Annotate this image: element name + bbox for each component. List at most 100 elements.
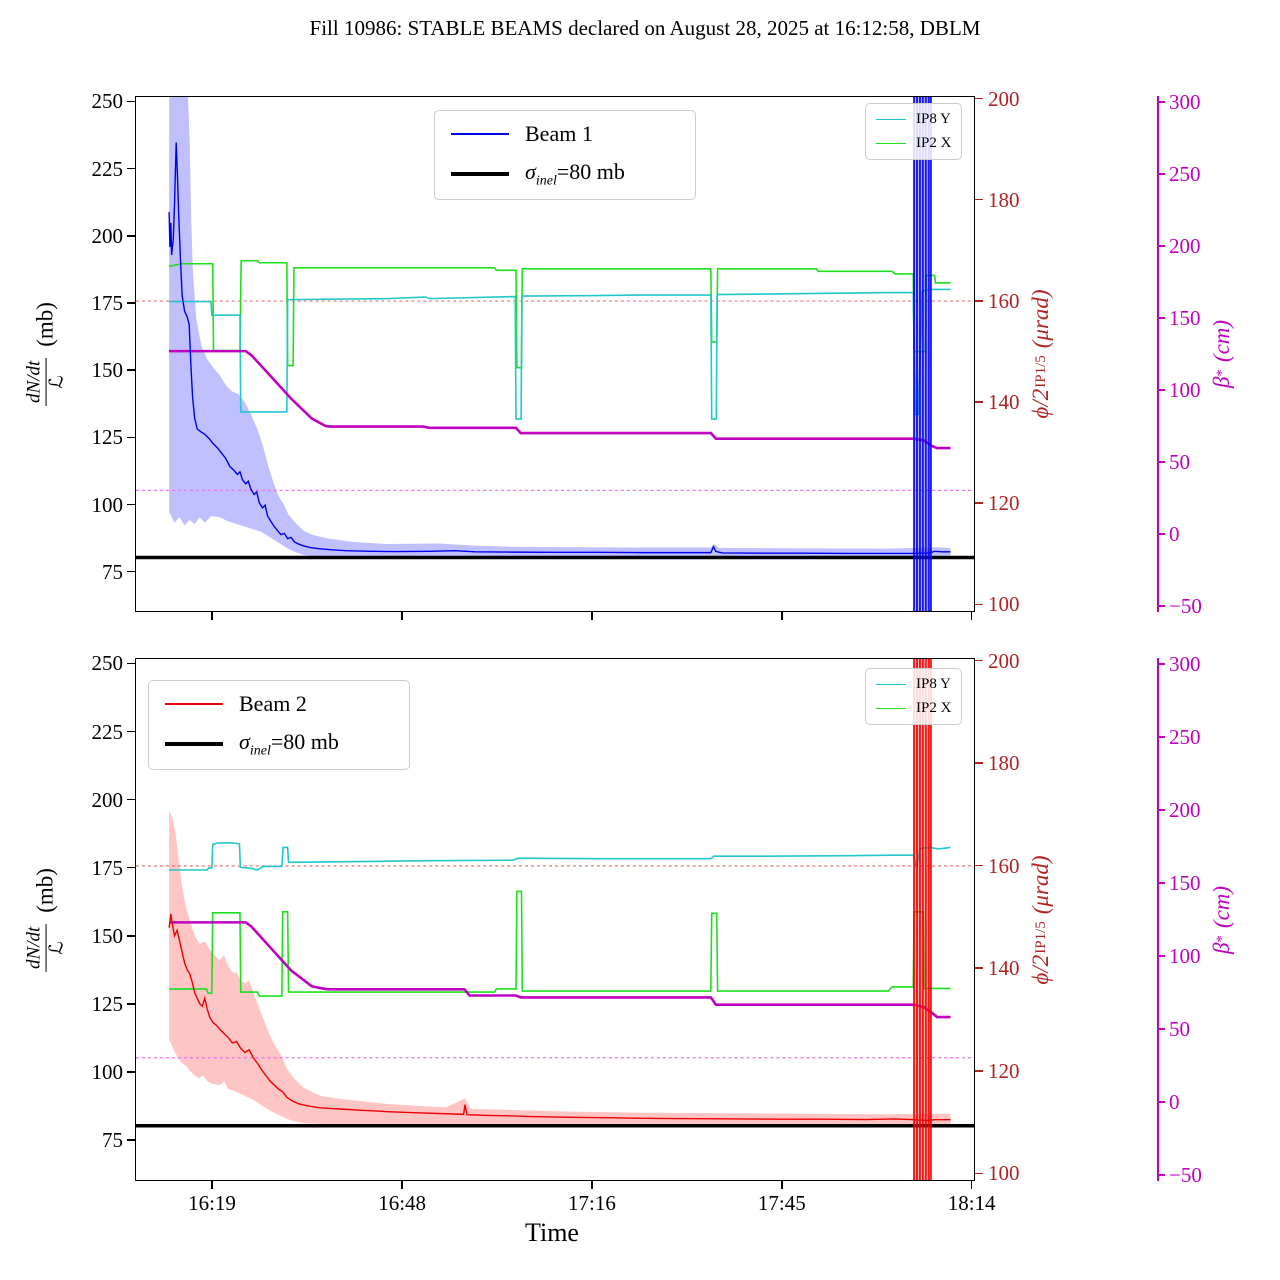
mb-tick-label: 225: [91, 156, 124, 181]
legend-label: σinel=80 mb: [239, 729, 339, 759]
mb-tick: [127, 235, 135, 237]
x-tick: [211, 1181, 213, 1189]
cm-tick: [1157, 882, 1165, 884]
cm-tick-label: 0: [1169, 1090, 1180, 1115]
cm-tick-label: 0: [1169, 522, 1180, 547]
urad-tick-label: 120: [988, 1058, 1020, 1083]
urad-tick-label: 120: [988, 491, 1020, 516]
beam-line: [168, 914, 951, 1122]
legend-entry: Beam 1: [451, 121, 679, 147]
urad-tick: [975, 502, 983, 504]
cm-tick: [1157, 173, 1165, 175]
mb-tick: [127, 369, 135, 371]
cm-tick-label: 150: [1169, 305, 1201, 330]
cm-tick-label: 100: [1169, 378, 1201, 403]
ip8y-line: [169, 288, 951, 420]
mb-tick: [127, 436, 135, 439]
cm-tick-label: 300: [1169, 89, 1201, 114]
mb-tick: [127, 302, 135, 304]
mb-tick-label: 225: [91, 719, 124, 744]
x-tick: [781, 1181, 783, 1189]
mb-tick-label: 200: [91, 223, 124, 248]
beta-axis-spine: [1157, 658, 1159, 1181]
cm-tick: [1157, 663, 1165, 665]
mb-tick: [127, 866, 135, 869]
legend-entry: IP8 Y: [876, 111, 951, 128]
legend-entry: σinel=80 mb: [451, 159, 679, 189]
urad-tick: [975, 198, 983, 201]
cm-tick: [1157, 1028, 1165, 1030]
urad-tick-label: 180: [988, 751, 1020, 776]
ip2x-line: [168, 259, 951, 369]
figure-title: Fill 10986: STABLE BEAMS declared on Aug…: [309, 16, 981, 40]
urad-tick-label: 180: [988, 187, 1020, 212]
x-tick: [781, 612, 783, 620]
mb-tick: [127, 730, 135, 733]
mb-tick-label: 250: [91, 89, 124, 114]
urad-tick: [975, 603, 983, 606]
x-axis-label: Time: [525, 1218, 579, 1247]
cm-tick: [1157, 101, 1165, 103]
cm-tick: [1157, 809, 1165, 811]
mb-tick: [127, 503, 135, 506]
ip8y-line: [169, 842, 951, 871]
cm-tick-label: 200: [1169, 233, 1201, 258]
cm-tick-label: 250: [1169, 161, 1201, 186]
cm-tick-label: 150: [1169, 870, 1201, 895]
legend-line-sample: [876, 707, 906, 710]
legend-beam2: Beam 2 σinel=80 mb: [148, 680, 410, 771]
mb-tick: [127, 1139, 135, 1141]
beta-axis-spine: [1157, 96, 1159, 612]
urad-tick-label: 100: [988, 1161, 1020, 1186]
legend-line-sample: [451, 172, 509, 176]
mb-tick-label: 200: [91, 787, 124, 812]
y-axis-label-beta-bottom: β * (cm): [1209, 885, 1234, 955]
mb-tick-label: 100: [91, 492, 124, 517]
y-axis-label-mb-top: dN/dt ℒ (mb): [24, 302, 68, 406]
legend-line-sample: [451, 133, 509, 135]
y-axis-label-mb-bottom: dN/dt ℒ (mb): [24, 868, 68, 972]
beam-uncertainty-band: [169, 810, 951, 1126]
legend-line-sample: [876, 683, 906, 686]
legend-label: σinel=80 mb: [525, 159, 625, 189]
legend-label: Beam 1: [525, 121, 593, 146]
cm-tick-label: −50: [1169, 1163, 1202, 1188]
x-tick: [401, 612, 403, 620]
cm-tick-label: 50: [1169, 450, 1190, 475]
urad-tick: [975, 1172, 983, 1175]
legend-ip-top: IP8 Y IP2 X: [865, 103, 963, 160]
mb-tick: [127, 935, 135, 937]
y-axis-label-angle-top: ϕ/2 IP1/5 (μrad): [1028, 289, 1053, 419]
legend-line-sample: [876, 118, 906, 121]
urad-tick-label: 200: [988, 86, 1020, 111]
urad-tick-label: 160: [988, 853, 1020, 878]
x-tick: [401, 1181, 403, 1189]
cm-tick: [1157, 1174, 1165, 1176]
x-tick: [970, 1181, 973, 1189]
legend-line-sample: [876, 142, 906, 145]
legend-entry: IP2 X: [876, 135, 951, 152]
urad-tick: [975, 864, 983, 867]
cm-tick: [1157, 955, 1165, 957]
mb-tick-label: 150: [91, 358, 124, 383]
legend-line-sample: [165, 703, 223, 705]
mb-tick: [127, 100, 135, 103]
cm-tick: [1157, 605, 1165, 607]
legend-label: Beam 2: [239, 691, 307, 716]
x-tick-label: 17:45: [757, 1191, 806, 1215]
mb-tick: [127, 662, 135, 665]
legend-entry: IP8 Y: [876, 676, 951, 693]
bottom-subplot: Beam 2 σinel=80 mb IP8 Y IP2 X: [135, 658, 975, 1181]
cm-tick-label: 50: [1169, 1017, 1190, 1042]
mb-tick-label: 150: [91, 923, 124, 948]
x-tick-label: 16:19: [188, 1191, 236, 1215]
cm-tick: [1157, 245, 1165, 247]
beta-star-line: [169, 921, 951, 1019]
cm-tick: [1157, 533, 1165, 535]
urad-tick-label: 100: [988, 592, 1020, 617]
urad-tick-label: 160: [988, 288, 1020, 313]
urad-tick-label: 200: [988, 648, 1020, 673]
mb-tick-label: 100: [91, 1060, 124, 1085]
mb-tick-label: 250: [91, 651, 124, 676]
legend-label: IP8 Y: [916, 111, 951, 127]
